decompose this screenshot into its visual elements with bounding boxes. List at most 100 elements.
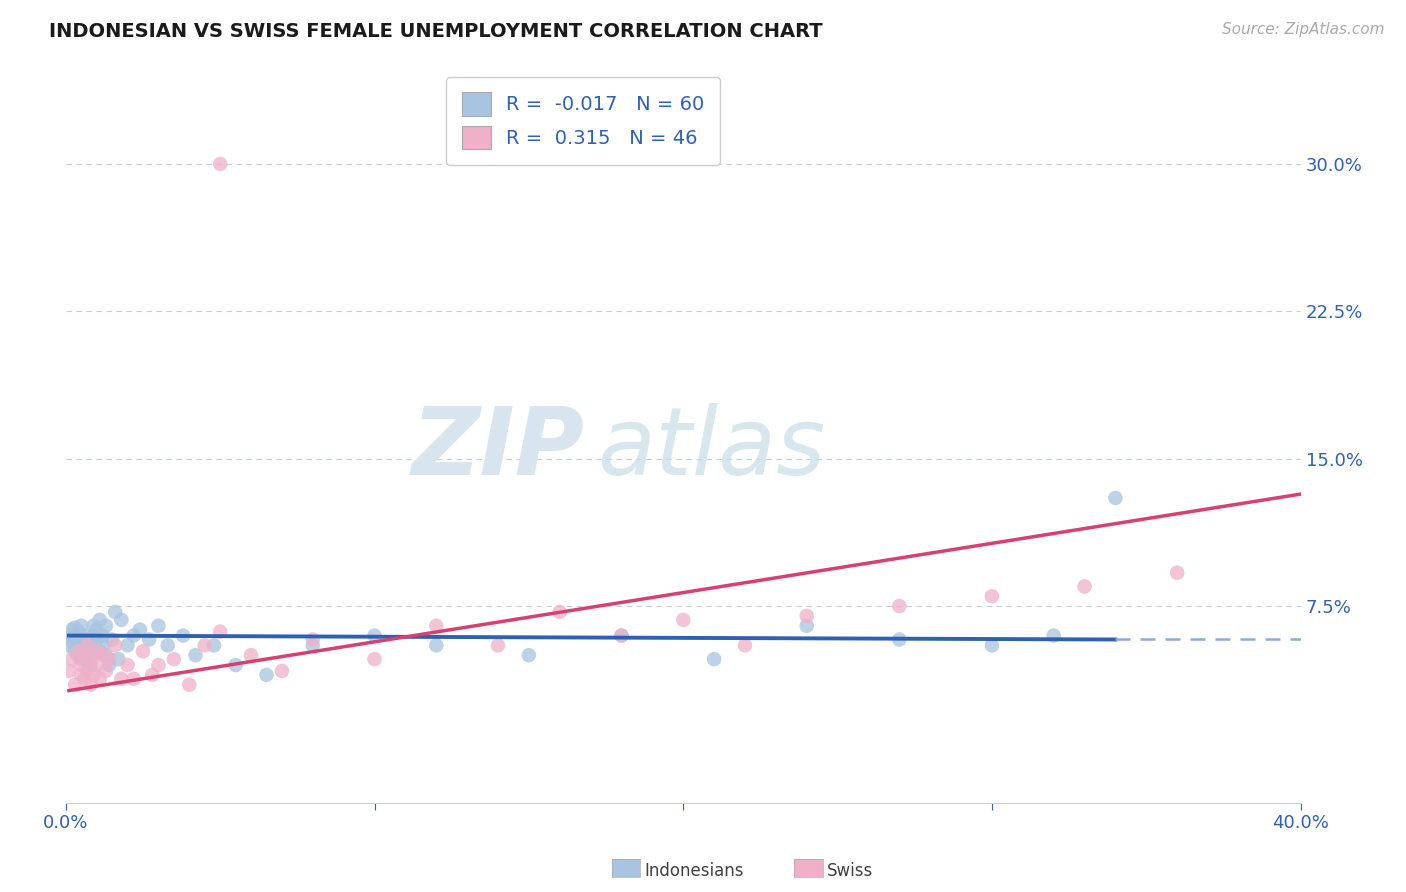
- Point: [70, 642, 93, 657]
- Point: [1073, 579, 1095, 593]
- Point: [301, 639, 323, 653]
- Point: [301, 632, 323, 647]
- Point: [58, 639, 80, 653]
- Point: [107, 652, 129, 666]
- Text: INDONESIAN VS SWISS FEMALE UNEMPLOYMENT CORRELATION CHART: INDONESIAN VS SWISS FEMALE UNEMPLOYMENT …: [49, 22, 823, 41]
- Point: [148, 619, 170, 633]
- Point: [104, 605, 127, 619]
- Point: [796, 608, 818, 623]
- Point: [94, 664, 117, 678]
- Point: [703, 652, 725, 666]
- Point: [83, 668, 105, 682]
- Point: [70, 632, 93, 647]
- Point: [796, 619, 818, 633]
- Point: [734, 639, 756, 653]
- Point: [110, 672, 132, 686]
- Point: [76, 664, 98, 678]
- Point: [156, 639, 179, 653]
- Point: [91, 639, 114, 653]
- Point: [610, 629, 633, 643]
- Point: [94, 648, 117, 663]
- Point: [172, 629, 194, 643]
- Point: [1042, 629, 1064, 643]
- Point: [486, 639, 509, 653]
- Point: [548, 605, 571, 619]
- Point: [672, 613, 695, 627]
- Point: [70, 652, 93, 666]
- Text: Source: ZipAtlas.com: Source: ZipAtlas.com: [1222, 22, 1385, 37]
- Point: [73, 648, 96, 663]
- Point: [225, 658, 247, 673]
- Point: [101, 632, 124, 647]
- Point: [83, 629, 105, 643]
- Point: [148, 658, 170, 673]
- Point: [179, 678, 201, 692]
- Point: [70, 619, 93, 633]
- Point: [194, 639, 217, 653]
- Point: [70, 668, 93, 682]
- Point: [79, 648, 101, 663]
- Point: [94, 619, 117, 633]
- Point: [58, 664, 80, 678]
- Point: [141, 668, 163, 682]
- Point: [79, 678, 101, 692]
- Point: [98, 652, 121, 666]
- Point: [73, 672, 96, 686]
- Point: [76, 644, 98, 658]
- Point: [67, 644, 90, 658]
- Point: [138, 632, 160, 647]
- Point: [132, 644, 155, 658]
- Point: [129, 623, 152, 637]
- Point: [58, 629, 80, 643]
- Text: atlas: atlas: [596, 403, 825, 494]
- Text: ZIP: ZIP: [412, 403, 585, 495]
- Point: [60, 652, 83, 666]
- Point: [73, 648, 96, 663]
- Point: [63, 621, 86, 635]
- Point: [256, 668, 278, 682]
- Point: [240, 648, 263, 663]
- Point: [117, 639, 139, 653]
- Point: [79, 658, 101, 673]
- Point: [104, 639, 127, 653]
- Point: [1104, 491, 1126, 505]
- Point: [67, 639, 90, 653]
- Point: [122, 672, 145, 686]
- Point: [122, 629, 145, 643]
- Point: [202, 639, 225, 653]
- Point: [209, 624, 232, 639]
- Point: [425, 619, 447, 633]
- Point: [110, 613, 132, 627]
- Point: [86, 632, 108, 647]
- Point: [67, 624, 90, 639]
- Point: [63, 678, 86, 692]
- Point: [86, 644, 108, 658]
- Point: [209, 157, 232, 171]
- Text: Indonesians: Indonesians: [644, 862, 744, 880]
- Point: [889, 632, 911, 647]
- Point: [610, 629, 633, 643]
- Point: [98, 658, 121, 673]
- Point: [163, 652, 186, 666]
- Point: [83, 619, 105, 633]
- Point: [89, 613, 111, 627]
- Point: [981, 639, 1004, 653]
- Point: [79, 652, 101, 666]
- Point: [86, 658, 108, 673]
- Point: [184, 648, 207, 663]
- Point: [1166, 566, 1188, 580]
- Point: [73, 639, 96, 653]
- Point: [117, 658, 139, 673]
- Text: Swiss: Swiss: [827, 862, 873, 880]
- Point: [91, 629, 114, 643]
- Point: [517, 648, 540, 663]
- Point: [425, 639, 447, 653]
- Point: [76, 639, 98, 653]
- Point: [363, 629, 385, 643]
- Point: [73, 629, 96, 643]
- Point: [271, 664, 294, 678]
- Point: [63, 632, 86, 647]
- Point: [889, 599, 911, 613]
- Point: [86, 623, 108, 637]
- Point: [981, 589, 1004, 603]
